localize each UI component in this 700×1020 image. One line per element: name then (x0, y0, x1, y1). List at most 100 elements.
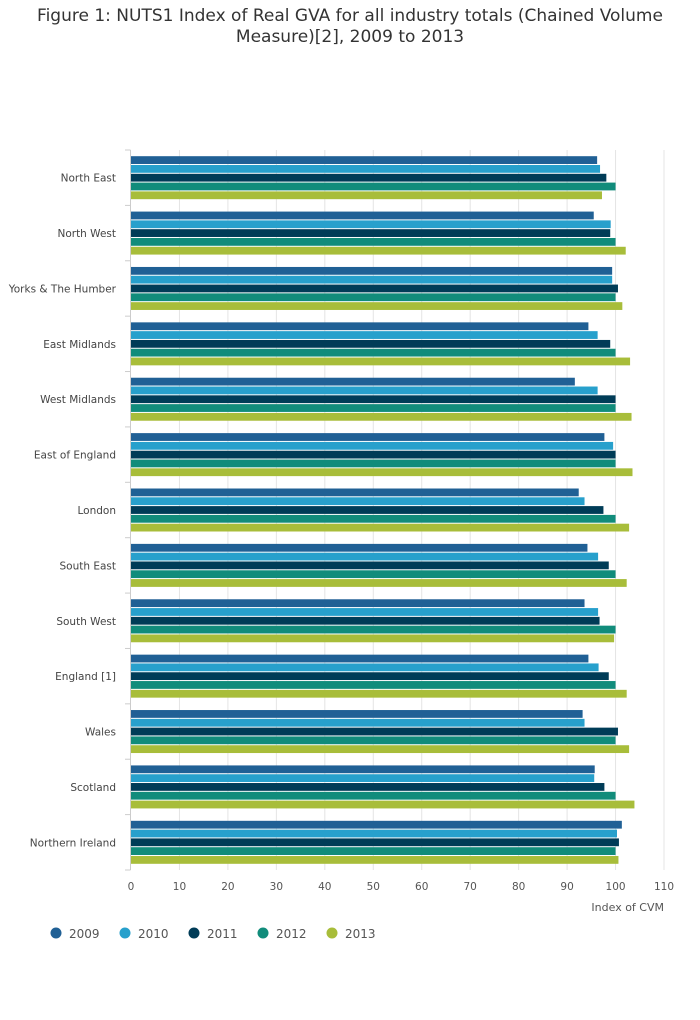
bar (131, 689, 627, 698)
bar (131, 412, 632, 421)
bar (131, 488, 579, 497)
bar (131, 211, 594, 220)
category-label: London (78, 505, 117, 517)
category-label: South East (59, 560, 116, 572)
legend-label: 2011 (207, 927, 238, 941)
bar (131, 829, 617, 838)
bar (131, 293, 616, 302)
bar (131, 523, 630, 532)
bar (131, 552, 599, 561)
bar (131, 237, 616, 246)
category-label: West Midlands (40, 394, 116, 406)
x-axis-title: Index of CVM (591, 901, 664, 914)
x-tick-label: 20 (221, 881, 234, 893)
legend-marker (257, 927, 269, 939)
bars (131, 156, 635, 864)
axes: 0 10 20 30 40 50 60 70 80 90 100 110 North East North… (8, 149, 674, 893)
x-tick-label: 80 (512, 881, 525, 893)
bar (131, 616, 600, 625)
bar (131, 727, 618, 736)
category-label: North West (57, 228, 116, 240)
bar (131, 246, 626, 255)
category-label: South West (56, 616, 116, 628)
bar (131, 164, 601, 173)
bar (131, 156, 598, 164)
chart-title-line-2: Measure)[2], 2009 to 2013 (235, 27, 465, 47)
bar (131, 847, 616, 856)
bar (131, 634, 615, 643)
bar (131, 284, 618, 293)
bar (131, 182, 616, 191)
category-label: North East (61, 173, 116, 185)
bar (131, 450, 616, 459)
x-tick-label: 40 (318, 881, 331, 893)
legend-label: 2010 (138, 927, 169, 941)
bar (131, 357, 631, 366)
bar (131, 348, 616, 357)
legend-marker (188, 927, 200, 939)
bar (131, 718, 585, 727)
x-tick-label: 70 (463, 881, 476, 893)
bar (131, 654, 589, 663)
bar (131, 266, 613, 275)
category-label: Wales (85, 727, 116, 739)
x-tick-label: 60 (415, 881, 428, 893)
bar (131, 745, 630, 754)
category-label: Scotland (70, 782, 116, 794)
bar (131, 229, 611, 237)
bar (131, 791, 616, 800)
bar (131, 625, 616, 634)
x-tick-label: 30 (270, 881, 283, 893)
bar (131, 331, 598, 339)
x-tick-label: 100 (606, 881, 626, 893)
bar (131, 783, 605, 791)
legend: 2009 2010 2011 2012 2013 (50, 927, 376, 941)
legend-marker (326, 927, 338, 939)
bar (131, 543, 588, 552)
bar (131, 765, 595, 774)
bar (131, 459, 616, 468)
bar (131, 838, 619, 847)
category-label: England [1] (55, 671, 116, 683)
bar (131, 514, 616, 523)
bar (131, 681, 616, 689)
bar (131, 774, 595, 783)
x-tick-label: 10 (173, 881, 186, 893)
bar (131, 322, 589, 331)
bar (131, 599, 585, 608)
bar (131, 386, 598, 395)
bar (131, 506, 604, 514)
bar (131, 433, 605, 441)
chart-title-line-1: Figure 1: NUTS1 Index of Real GVA for al… (37, 6, 663, 26)
bar (131, 339, 611, 348)
bar (131, 663, 599, 672)
legend-marker (50, 927, 62, 939)
x-tick-label: 0 (128, 881, 135, 893)
bar (131, 220, 611, 229)
chart-title: Figure 1: NUTS1 Index of Real GVA for al… (0, 6, 700, 48)
bar (131, 579, 627, 587)
bar (131, 820, 622, 829)
category-label: East Midlands (43, 339, 116, 351)
bar (131, 561, 609, 570)
bar (131, 191, 602, 200)
category-label: Northern Ireland (30, 837, 116, 849)
category-label: East of England (34, 450, 116, 462)
legend-marker (119, 927, 131, 939)
x-tick-label: 50 (367, 881, 380, 893)
legend-label: 2012 (276, 927, 307, 941)
bar (131, 468, 633, 477)
bar (131, 395, 616, 404)
bar (131, 441, 614, 450)
bar (131, 608, 599, 616)
legend-label: 2013 (345, 927, 376, 941)
legend-label: 2009 (69, 927, 100, 941)
bar (131, 800, 635, 809)
bar (131, 377, 575, 386)
bar (131, 570, 616, 579)
bar (131, 856, 619, 864)
bar (131, 404, 616, 412)
bar (131, 275, 613, 284)
bar (131, 710, 583, 718)
